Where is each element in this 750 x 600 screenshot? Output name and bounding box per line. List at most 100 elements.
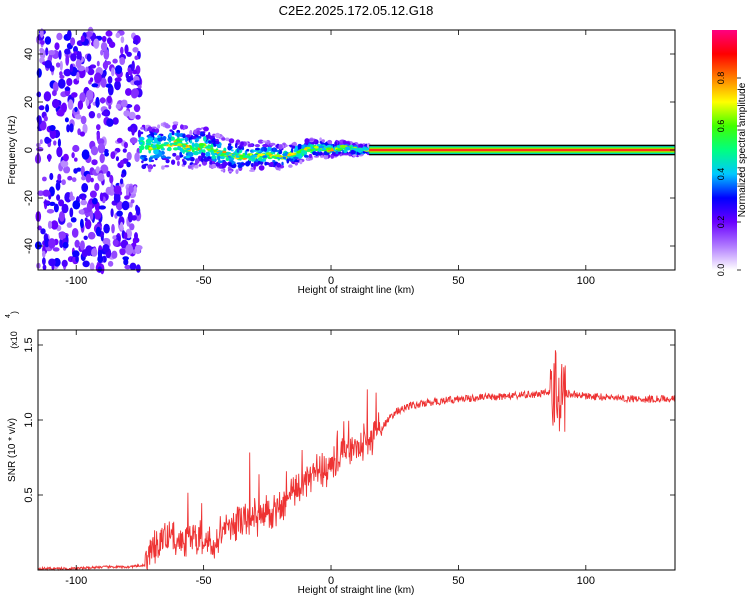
spectrogram-cell — [132, 47, 139, 53]
spectrogram-cell — [102, 244, 110, 253]
spectrogram-cell — [189, 129, 193, 136]
spectrogram-cell — [36, 146, 44, 152]
spectrogram-cell — [103, 223, 110, 234]
spectrogram-cell — [61, 259, 68, 267]
spectrogram-cell — [121, 200, 130, 211]
spectrogram-cell — [61, 203, 69, 214]
spectrogram-cell — [140, 126, 144, 130]
spectrogram-cell — [284, 144, 288, 147]
spectrogram-cell — [211, 163, 217, 169]
spectrogram-cell — [176, 160, 180, 167]
spectrogram-cell — [289, 145, 293, 148]
spectrogram-cell — [205, 151, 211, 157]
spectrogram-cell — [339, 141, 344, 145]
spectrogram-cell — [179, 138, 185, 141]
spectrogram-cell — [67, 29, 72, 40]
spectrogram-cell — [112, 239, 119, 247]
spectrogram-cell — [144, 145, 149, 150]
spectrogram-cell — [258, 165, 265, 171]
spectrogram-cell — [153, 164, 156, 167]
spectrogram-cell — [218, 152, 222, 156]
spectrogram-cell — [164, 124, 171, 129]
spectrogram-cell — [209, 160, 213, 166]
spectrogram-cell — [40, 40, 45, 45]
spectrogram-cell — [228, 143, 232, 147]
spectrogram-cell — [166, 147, 170, 151]
spectrogram-cell — [250, 167, 254, 171]
colorbar-label: Normalized spectral amplitude — [737, 82, 748, 217]
spectrogram-cell — [212, 133, 216, 136]
spectrogram-cell — [141, 160, 144, 164]
spectrogram-cell — [249, 169, 256, 172]
x-tick-label: -100 — [65, 275, 87, 287]
spectrogram-cell — [182, 148, 185, 154]
spectrogram-cell — [88, 111, 96, 119]
spectrogram-cell — [64, 86, 71, 91]
spectrogram-cell — [87, 68, 95, 76]
spectrogram-cell — [116, 210, 123, 217]
x-tick-label: 0 — [328, 275, 334, 287]
spectrogram-cell — [39, 47, 44, 53]
spectrogram-cell — [240, 141, 244, 146]
spectrogram-cell — [346, 147, 351, 151]
spectrogram-cell — [252, 154, 258, 158]
spectrogram-cell — [105, 30, 113, 37]
spectrogram-cell — [133, 185, 137, 194]
spectrogram-cell — [58, 211, 65, 222]
spectrogram-cell — [124, 257, 128, 263]
spectrogram-cell — [164, 165, 170, 168]
spectrogram-cell — [170, 136, 175, 141]
spectrogram-cell — [222, 161, 228, 167]
spectrogram-cell — [70, 53, 77, 62]
spectrogram-cell — [114, 80, 121, 91]
spectrogram-cell — [95, 96, 100, 108]
spectrogram-cell — [114, 77, 122, 82]
spectrogram-cell — [54, 42, 60, 50]
spectrogram-cell — [99, 192, 104, 202]
spectrogram-cell — [47, 50, 56, 56]
spectrogram-cell — [144, 163, 149, 166]
spectrogram-cell — [36, 68, 42, 78]
spectrogram-cell — [168, 132, 172, 138]
spectrogram-cell — [323, 154, 329, 160]
spectrogram-cell — [111, 250, 118, 259]
spectrogram-cell — [69, 123, 74, 133]
spectrogram-cell — [321, 139, 325, 143]
spectrogram-cell — [62, 241, 69, 249]
spectrogram-cell — [278, 144, 283, 150]
spectrogram-cell — [271, 155, 276, 159]
spectrogram-cell — [79, 131, 85, 137]
spectrogram-cell — [116, 137, 123, 143]
spectrogram-cell — [131, 60, 135, 72]
spectrogram-cell — [203, 136, 207, 142]
spectrogram-cell — [129, 262, 137, 271]
spectrogram-cell — [203, 126, 209, 132]
spectrogram-cell — [87, 231, 96, 240]
spectrogram-cell — [64, 117, 69, 123]
spectrogram-cell — [160, 155, 166, 159]
spectrogram-cell — [44, 60, 53, 69]
spectrogram-cell — [59, 60, 63, 71]
spectrogram-cell — [123, 110, 131, 117]
spectrogram-cell — [83, 235, 88, 240]
spectrogram-cell — [70, 217, 77, 223]
colorbar-tick-label: 0.2 — [716, 216, 726, 229]
spectrogram-cell — [89, 190, 97, 198]
spectrogram-cell — [200, 157, 204, 163]
spectrogram-cell — [57, 138, 62, 148]
spectrogram-cell — [96, 112, 101, 119]
spectrogram-cell — [301, 144, 306, 149]
spectrogram-cell — [38, 105, 45, 111]
spectrogram-cell — [329, 141, 333, 145]
spectrogram-cell — [89, 262, 95, 271]
spectrogram-cell — [176, 132, 181, 138]
spectrogram-cell — [134, 55, 139, 61]
spectrogram-y-ticks: -40 -20 0 20 40 — [23, 48, 675, 254]
spectrogram-cell — [262, 155, 268, 158]
spectrogram-cell — [97, 138, 105, 145]
spectrogram-cell — [276, 162, 282, 168]
spectrogram-cell — [214, 132, 221, 139]
spectrogram-cell — [97, 266, 102, 273]
spectrogram-cell — [147, 126, 153, 132]
spectrogram-cell — [48, 258, 56, 267]
